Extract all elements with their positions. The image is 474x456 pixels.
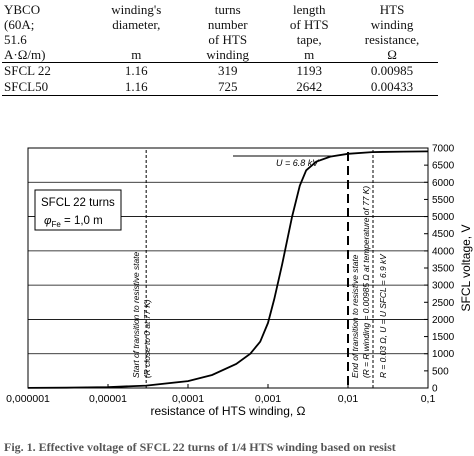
table-header: length of HTS tape, m	[289, 2, 329, 62]
legend-box	[34, 189, 122, 231]
x-tick-label: 0,000001	[6, 393, 50, 405]
x-tick-label: 0,001	[255, 393, 281, 405]
y-tick-label: 3000	[432, 281, 455, 292]
y-tick-label: 6500	[432, 161, 455, 172]
table-cell: 319	[217, 63, 238, 78]
y-tick-label: 6000	[432, 178, 455, 189]
x-tick-label: 0,0001	[172, 393, 204, 405]
x-axis-title: resistance of HTS winding, Ω	[150, 404, 305, 418]
x-axis-ticks: 0,000001 0,00001 0,0001 0,001 0,01 0,1	[6, 384, 435, 405]
figure-caption: Fig. 1. Effective voltage of SFCL 22 tur…	[4, 440, 396, 454]
table-cell: 2642	[296, 79, 323, 94]
y-axis-title: SFCL voltage, V	[459, 225, 473, 312]
table-header: HTS winding resistance, Ω	[364, 2, 420, 62]
voltage-resistance-chart: 0,000001 0,00001 0,0001 0,001 0,01 0,1 0 500 10…	[6, 144, 473, 419]
y-tick-label: 1000	[432, 349, 455, 360]
end-transition-note: (R = R winding = 0.00985 Ω at temperatur…	[361, 186, 371, 378]
table-cell: 0.00433	[370, 79, 414, 94]
y-tick-label: 0	[432, 384, 438, 395]
table-cell: 0.00985	[370, 63, 414, 78]
table-header: YBCO (60A; 51.6 A·Ω/m)	[4, 2, 46, 62]
series-line	[27, 150, 429, 389]
table-cell: 1193	[296, 63, 322, 78]
transition-markers	[145, 150, 374, 388]
y-tick-label: 2000	[432, 315, 455, 326]
start-transition-label: Start of transition to resistive state	[131, 252, 141, 378]
table-header: winding's diameter, m	[111, 2, 162, 62]
table-cell: SFCL 22	[4, 63, 51, 78]
table-row: SFCL 22 1.16 319 1193 0.00985	[2, 63, 438, 80]
y-tick-label: 4500	[432, 229, 455, 240]
table-row: SFCL50 1.16 725 2642 0.00433	[2, 79, 438, 96]
y-tick-label: 2500	[432, 298, 455, 309]
start-transition-note: (R close to 0 at 77 K)	[142, 299, 152, 378]
legend-title: SFCL 22 turns	[41, 197, 115, 209]
y-tick-label: 500	[432, 366, 449, 377]
table-cell: 725	[217, 79, 238, 94]
table-header: turns number of HTS winding	[206, 2, 250, 62]
table-header-row: YBCO (60A; 51.6 A·Ω/m) winding's diamete…	[2, 2, 438, 63]
y-tick-label: 3500	[432, 264, 455, 275]
table-cell: 1.16	[124, 63, 148, 78]
y-tick-label: 1500	[432, 332, 455, 343]
u-annotation-label: U = 6.8 kV	[276, 158, 319, 168]
parameters-table: YBCO (60A; 51.6 A·Ω/m) winding's diamete…	[2, 2, 438, 96]
x-tick-label: 0,00001	[89, 393, 127, 405]
x-tick-label: 0,1	[421, 393, 436, 405]
resistance-voltage-label: R = 0.03 Ω, U = U SFCL = 6.9 kV	[378, 253, 388, 378]
legend-diameter: φFe = 1,0 m	[44, 215, 103, 229]
end-transition-label: End of transition to resistive state	[350, 254, 360, 378]
table-cell: SFCL50	[4, 79, 49, 94]
y-tick-label: 7000	[432, 144, 455, 155]
x-tick-label: 0,01	[338, 393, 359, 405]
table-cell: 1.16	[124, 79, 148, 94]
y-axis-ticks: 0 500 1000 1500 2000 2500 3000 3500 4000 4500 5000…	[424, 144, 455, 395]
y-tick-label: 4000	[432, 246, 455, 257]
y-tick-label: 5500	[432, 195, 455, 206]
y-tick-label: 5000	[432, 212, 455, 223]
